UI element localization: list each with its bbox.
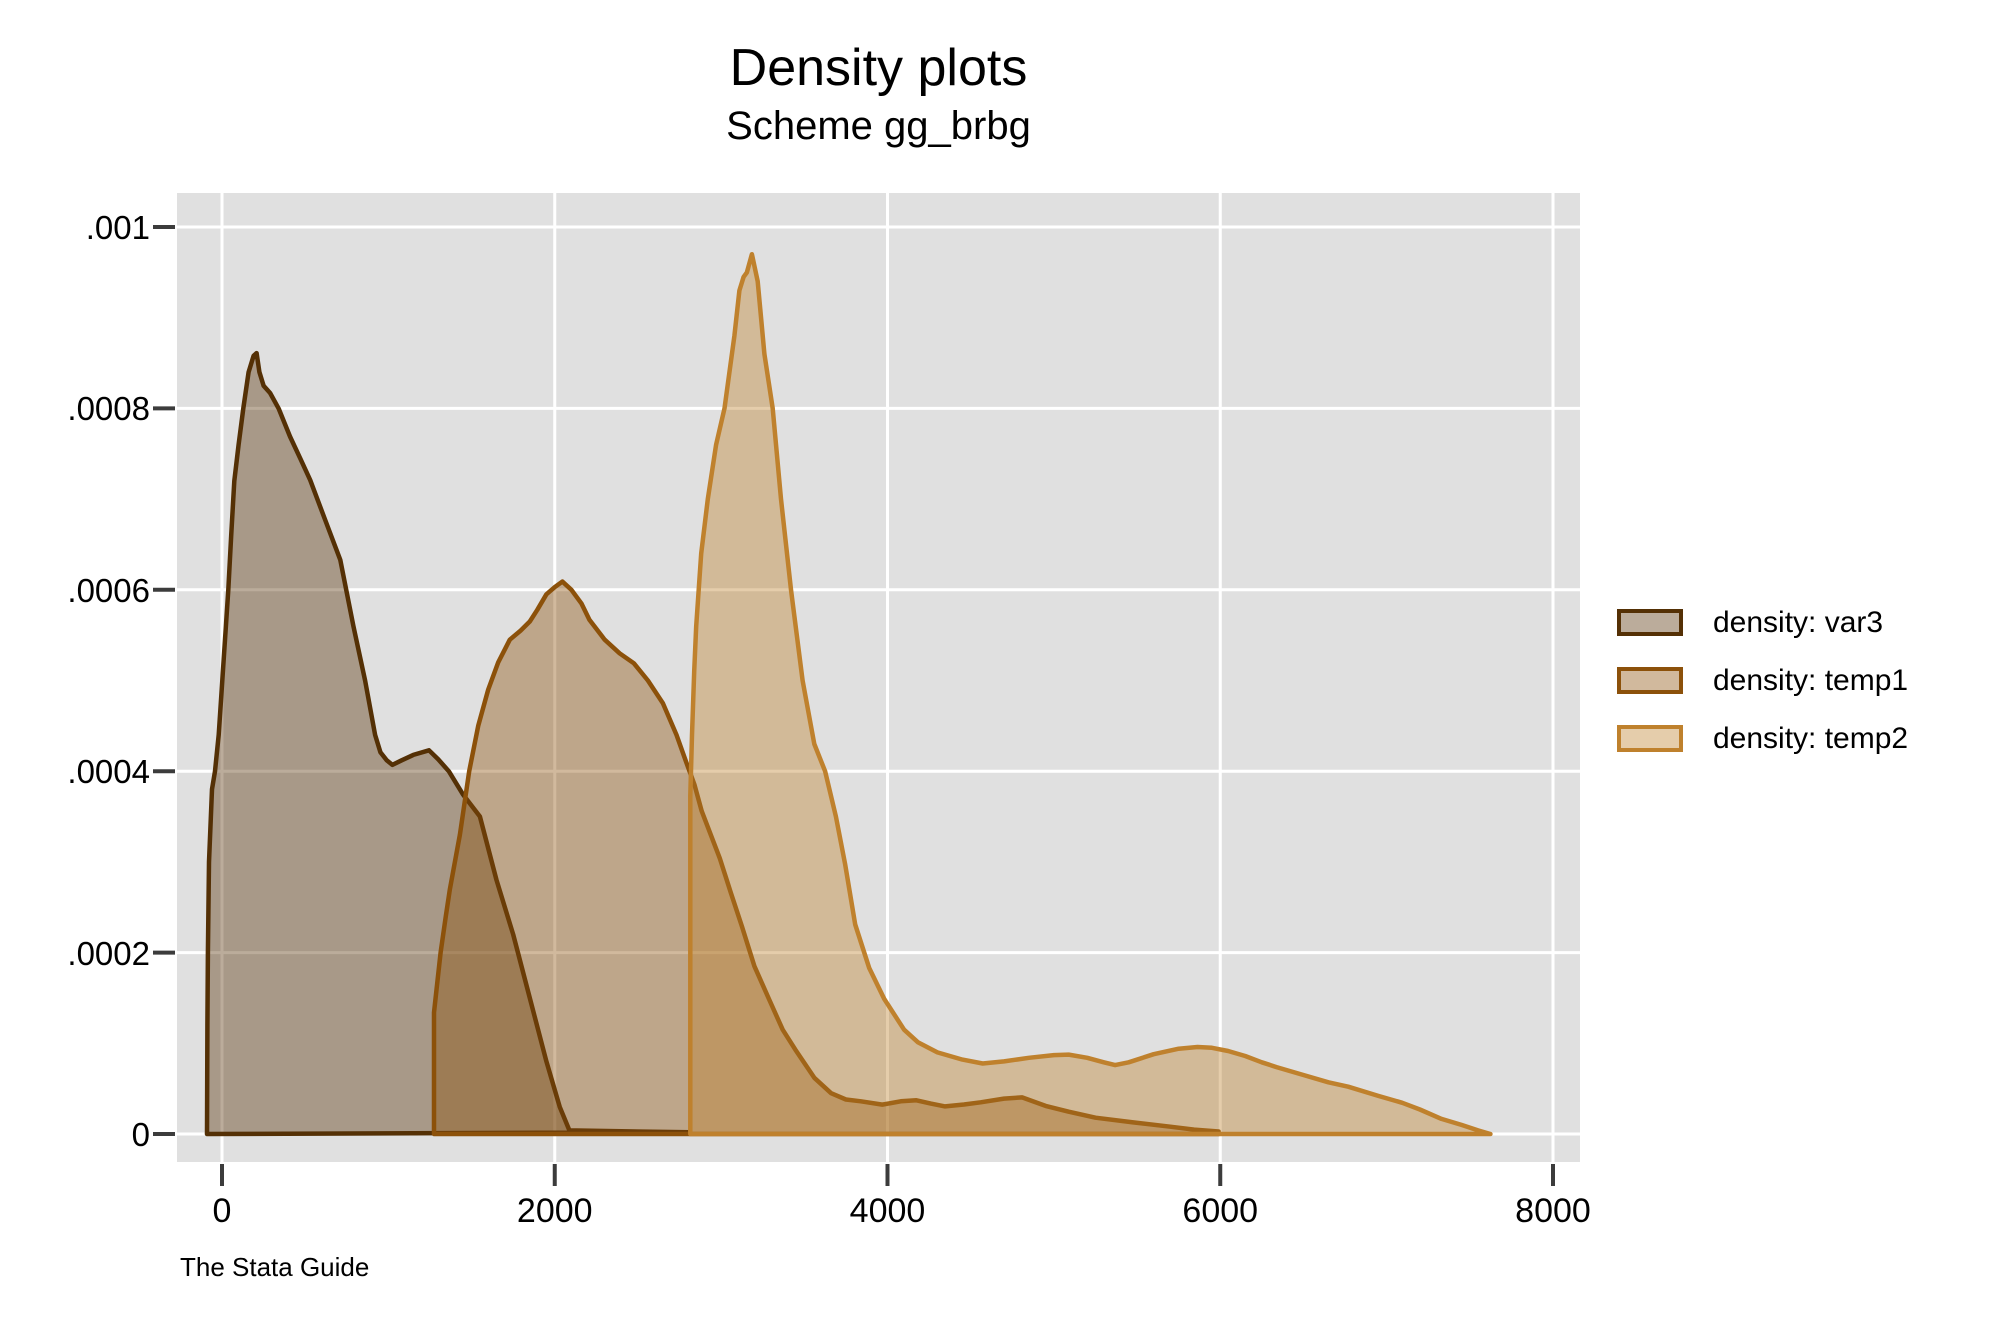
y-tick-label: .0002 — [67, 934, 150, 972]
density-curves — [204, 251, 1493, 1137]
legend-swatch-icon — [1617, 667, 1683, 694]
legend-swatch-icon — [1617, 725, 1683, 752]
gridlines — [177, 193, 1580, 1162]
y-tick-label: .0008 — [67, 390, 150, 428]
x-tick-label: 4000 — [849, 1192, 926, 1230]
chart-subtitle: Scheme gg_brbg — [726, 104, 1031, 148]
density-area-var3 — [204, 350, 692, 1137]
footer-note: The Stata Guide — [180, 1252, 370, 1282]
x-tick-label: 2000 — [516, 1192, 593, 1230]
legend-item: density: temp2 — [1617, 721, 1909, 755]
legend: density: var3 density: temp1 density: temp… — [1617, 605, 1909, 755]
legend-item: density: temp1 — [1617, 663, 1909, 697]
y-tick-label: .0004 — [67, 753, 150, 791]
legend-label: density: temp1 — [1713, 663, 1909, 697]
x-tick-label: 6000 — [1182, 1192, 1259, 1230]
y-tick-label: .001 — [85, 209, 150, 246]
plot-background — [177, 193, 1580, 1162]
chart-title: Density plots — [729, 39, 1028, 97]
density-area-temp1 — [431, 579, 1221, 1137]
legend-item: density: var3 — [1617, 605, 1908, 639]
y-tick-label: 0 — [131, 1116, 150, 1153]
y-tick-label: .0006 — [67, 571, 150, 609]
axis-tick-marks — [153, 225, 1555, 1186]
legend-label: density: temp2 — [1713, 721, 1909, 755]
density-area-temp2 — [688, 251, 1493, 1137]
x-tick-label: 8000 — [1515, 1192, 1591, 1230]
legend-swatch-icon — [1617, 609, 1683, 636]
x-tick-label: 0 — [212, 1192, 232, 1230]
legend-label: density: var3 — [1713, 605, 1884, 639]
